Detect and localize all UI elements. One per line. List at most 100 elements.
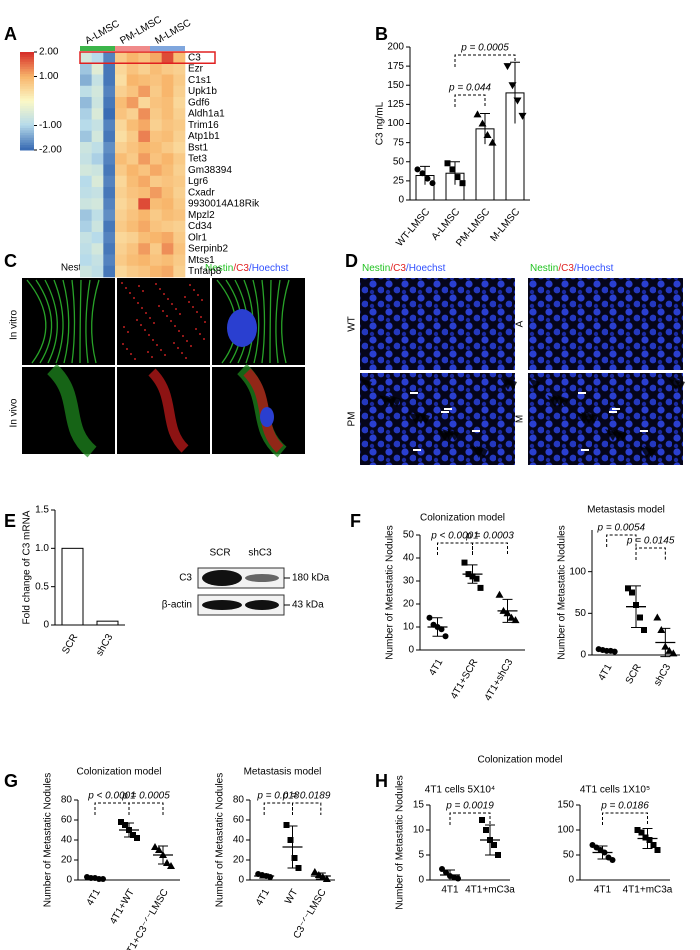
point: [414, 166, 421, 173]
heat-cell: [173, 243, 186, 255]
colorbar-step: [20, 123, 34, 126]
colorbar-step: [20, 76, 34, 80]
heat-cell: [173, 52, 186, 64]
sd-bar: [445, 869, 455, 881]
speck: [196, 311, 198, 313]
x-tick-label: 4T1: [594, 885, 612, 896]
heat-cell: [80, 220, 92, 233]
colorbar-step: [20, 83, 34, 87]
heat-cell: [173, 220, 186, 233]
heat-cell: [115, 85, 127, 98]
heat-cell: [91, 265, 104, 278]
point: [479, 817, 485, 823]
y-tick-label: 60: [61, 815, 73, 826]
y-tick-label: 10: [403, 622, 415, 633]
tissue: [379, 395, 391, 407]
y-tick-label: 175: [387, 61, 404, 72]
heat-cell: [138, 153, 151, 165]
stain-header: Nestin/C3/Hoechst: [362, 263, 446, 274]
heat-cell: [115, 164, 127, 177]
x-tick-label: SCR: [60, 632, 80, 656]
row-label: Olr1: [188, 232, 207, 243]
y-tick-label: 50: [563, 850, 575, 861]
chart-title: 4T1 cells 1X10⁵: [580, 785, 650, 796]
heat-cell: [138, 175, 151, 188]
band: [245, 600, 279, 610]
speck: [178, 330, 180, 332]
heat-cell: [126, 142, 139, 154]
y-tick-label: 25: [393, 176, 405, 187]
point: [100, 876, 106, 882]
heat-cell: [91, 108, 104, 120]
x-tick-label: 4T1+mC3a: [623, 885, 673, 896]
point: [291, 855, 298, 861]
heat-cell: [138, 232, 151, 244]
row-label: Aldh1a1: [188, 109, 225, 120]
heat-cell: [138, 243, 151, 255]
point: [267, 874, 274, 880]
colorbar-step: [20, 98, 34, 102]
heat-cell: [161, 52, 174, 64]
heat-cell: [150, 142, 162, 154]
point: [511, 616, 520, 624]
row-label: C1s1: [188, 75, 212, 86]
x-tick-label: 4T1+SCR: [449, 657, 481, 701]
colorbar-step: [20, 125, 34, 129]
heat-cell: [138, 130, 151, 143]
point: [151, 843, 159, 850]
point: [483, 130, 492, 138]
point: [449, 166, 456, 173]
point: [483, 827, 489, 833]
panel-letter: C: [4, 251, 17, 271]
heat-cell: [173, 254, 186, 267]
heat-cell: [80, 52, 92, 64]
x-tick-label: 4T1: [441, 885, 459, 896]
y-tick-label: 80: [233, 795, 245, 806]
heat-cell: [138, 187, 151, 199]
speck: [145, 312, 147, 314]
speck: [126, 348, 128, 350]
nucleus: [227, 309, 257, 347]
speck: [152, 339, 154, 341]
heat-cell: [173, 97, 186, 109]
heat-cell: [150, 63, 162, 75]
heat-cell: [91, 130, 104, 143]
speck: [166, 315, 168, 317]
heat-cell: [161, 164, 174, 177]
speck: [121, 282, 123, 284]
image-label: PM: [347, 412, 358, 427]
group-label: A-LMSC: [83, 18, 121, 46]
y-tick-label: 20: [61, 855, 73, 866]
colorbar-step: [20, 118, 34, 122]
heat-cell: [115, 175, 127, 188]
y-tick-label: 1.5: [35, 505, 49, 516]
tissue: [576, 412, 588, 424]
heat-cell: [115, 63, 127, 75]
sd-bar: [631, 585, 641, 628]
panel-letter: E: [4, 511, 16, 531]
sd-bar: [315, 872, 326, 880]
p-value: p = 0.0054: [597, 523, 646, 534]
row-label: Tet3: [188, 154, 207, 165]
y-tick-label: 0.5: [35, 581, 49, 592]
speck: [136, 319, 138, 321]
bar: [96, 620, 119, 626]
tissue: [437, 429, 449, 441]
point: [653, 613, 662, 621]
speck: [149, 317, 151, 319]
speck: [164, 354, 166, 356]
heat-cell: [103, 175, 116, 188]
heat-cell: [80, 119, 92, 132]
heat-cell: [115, 52, 127, 64]
heat-cell: [91, 85, 104, 98]
point: [495, 590, 504, 598]
stain-header: Nestin/C3/Hoechst: [530, 263, 614, 274]
bracket: [635, 547, 666, 560]
micrograph: [528, 373, 683, 465]
y-axis-label: Number of Metastatic Nodules: [385, 525, 396, 660]
heat-cell: [138, 198, 151, 210]
colorbar-step: [20, 127, 34, 131]
heat-cell: [126, 153, 139, 165]
colorbar-step: [20, 101, 34, 104]
bracket: [94, 802, 130, 815]
